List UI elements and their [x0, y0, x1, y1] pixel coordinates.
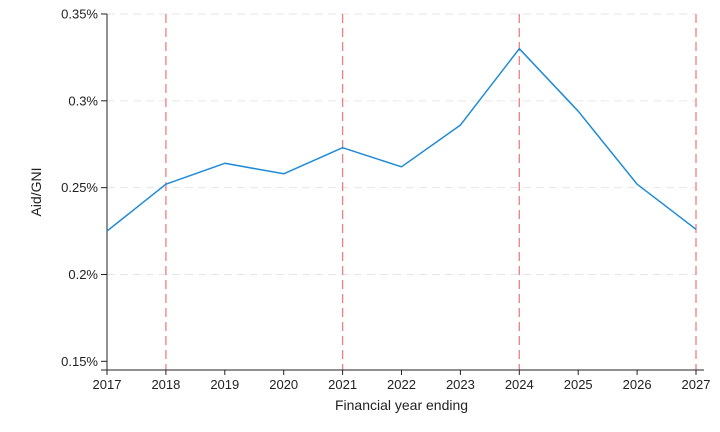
gridlines — [107, 13, 696, 275]
y-tick-label: 0.3% — [68, 93, 98, 108]
y-tick-labels: 0.15% 0.2% 0.25% 0.3% 0.35% — [61, 7, 98, 369]
x-tick-label: 2019 — [210, 377, 239, 392]
x-tick-label: 2026 — [623, 377, 652, 392]
axes — [101, 13, 704, 375]
vertical-markers — [165, 14, 697, 370]
x-tick-label: 2022 — [387, 377, 416, 392]
y-tick-label: 0.2% — [68, 267, 98, 282]
x-tick-label: 2024 — [505, 377, 534, 392]
x-tick-label: 2021 — [328, 377, 357, 392]
x-tick-label: 2027 — [682, 377, 711, 392]
x-tick-label: 2023 — [446, 377, 475, 392]
x-tick-label: 2018 — [151, 377, 180, 392]
x-tick-label: 2025 — [564, 377, 593, 392]
y-tick-label: 0.35% — [61, 7, 98, 22]
y-tick-label: 0.25% — [61, 180, 98, 195]
x-tick-label: 2017 — [93, 377, 122, 392]
series-line-0 — [106, 47, 697, 232]
x-tick-label: 2020 — [269, 377, 298, 392]
series-lines — [106, 47, 697, 232]
x-tick-labels: 2017 2018 2019 2020 2021 2022 2023 2024 2025 2026… — [93, 377, 711, 392]
x-axis-title: Financial year ending — [335, 397, 468, 413]
y-axis-title: Aid/GNI — [28, 167, 44, 216]
y-tick-label: 0.15% — [61, 354, 98, 369]
